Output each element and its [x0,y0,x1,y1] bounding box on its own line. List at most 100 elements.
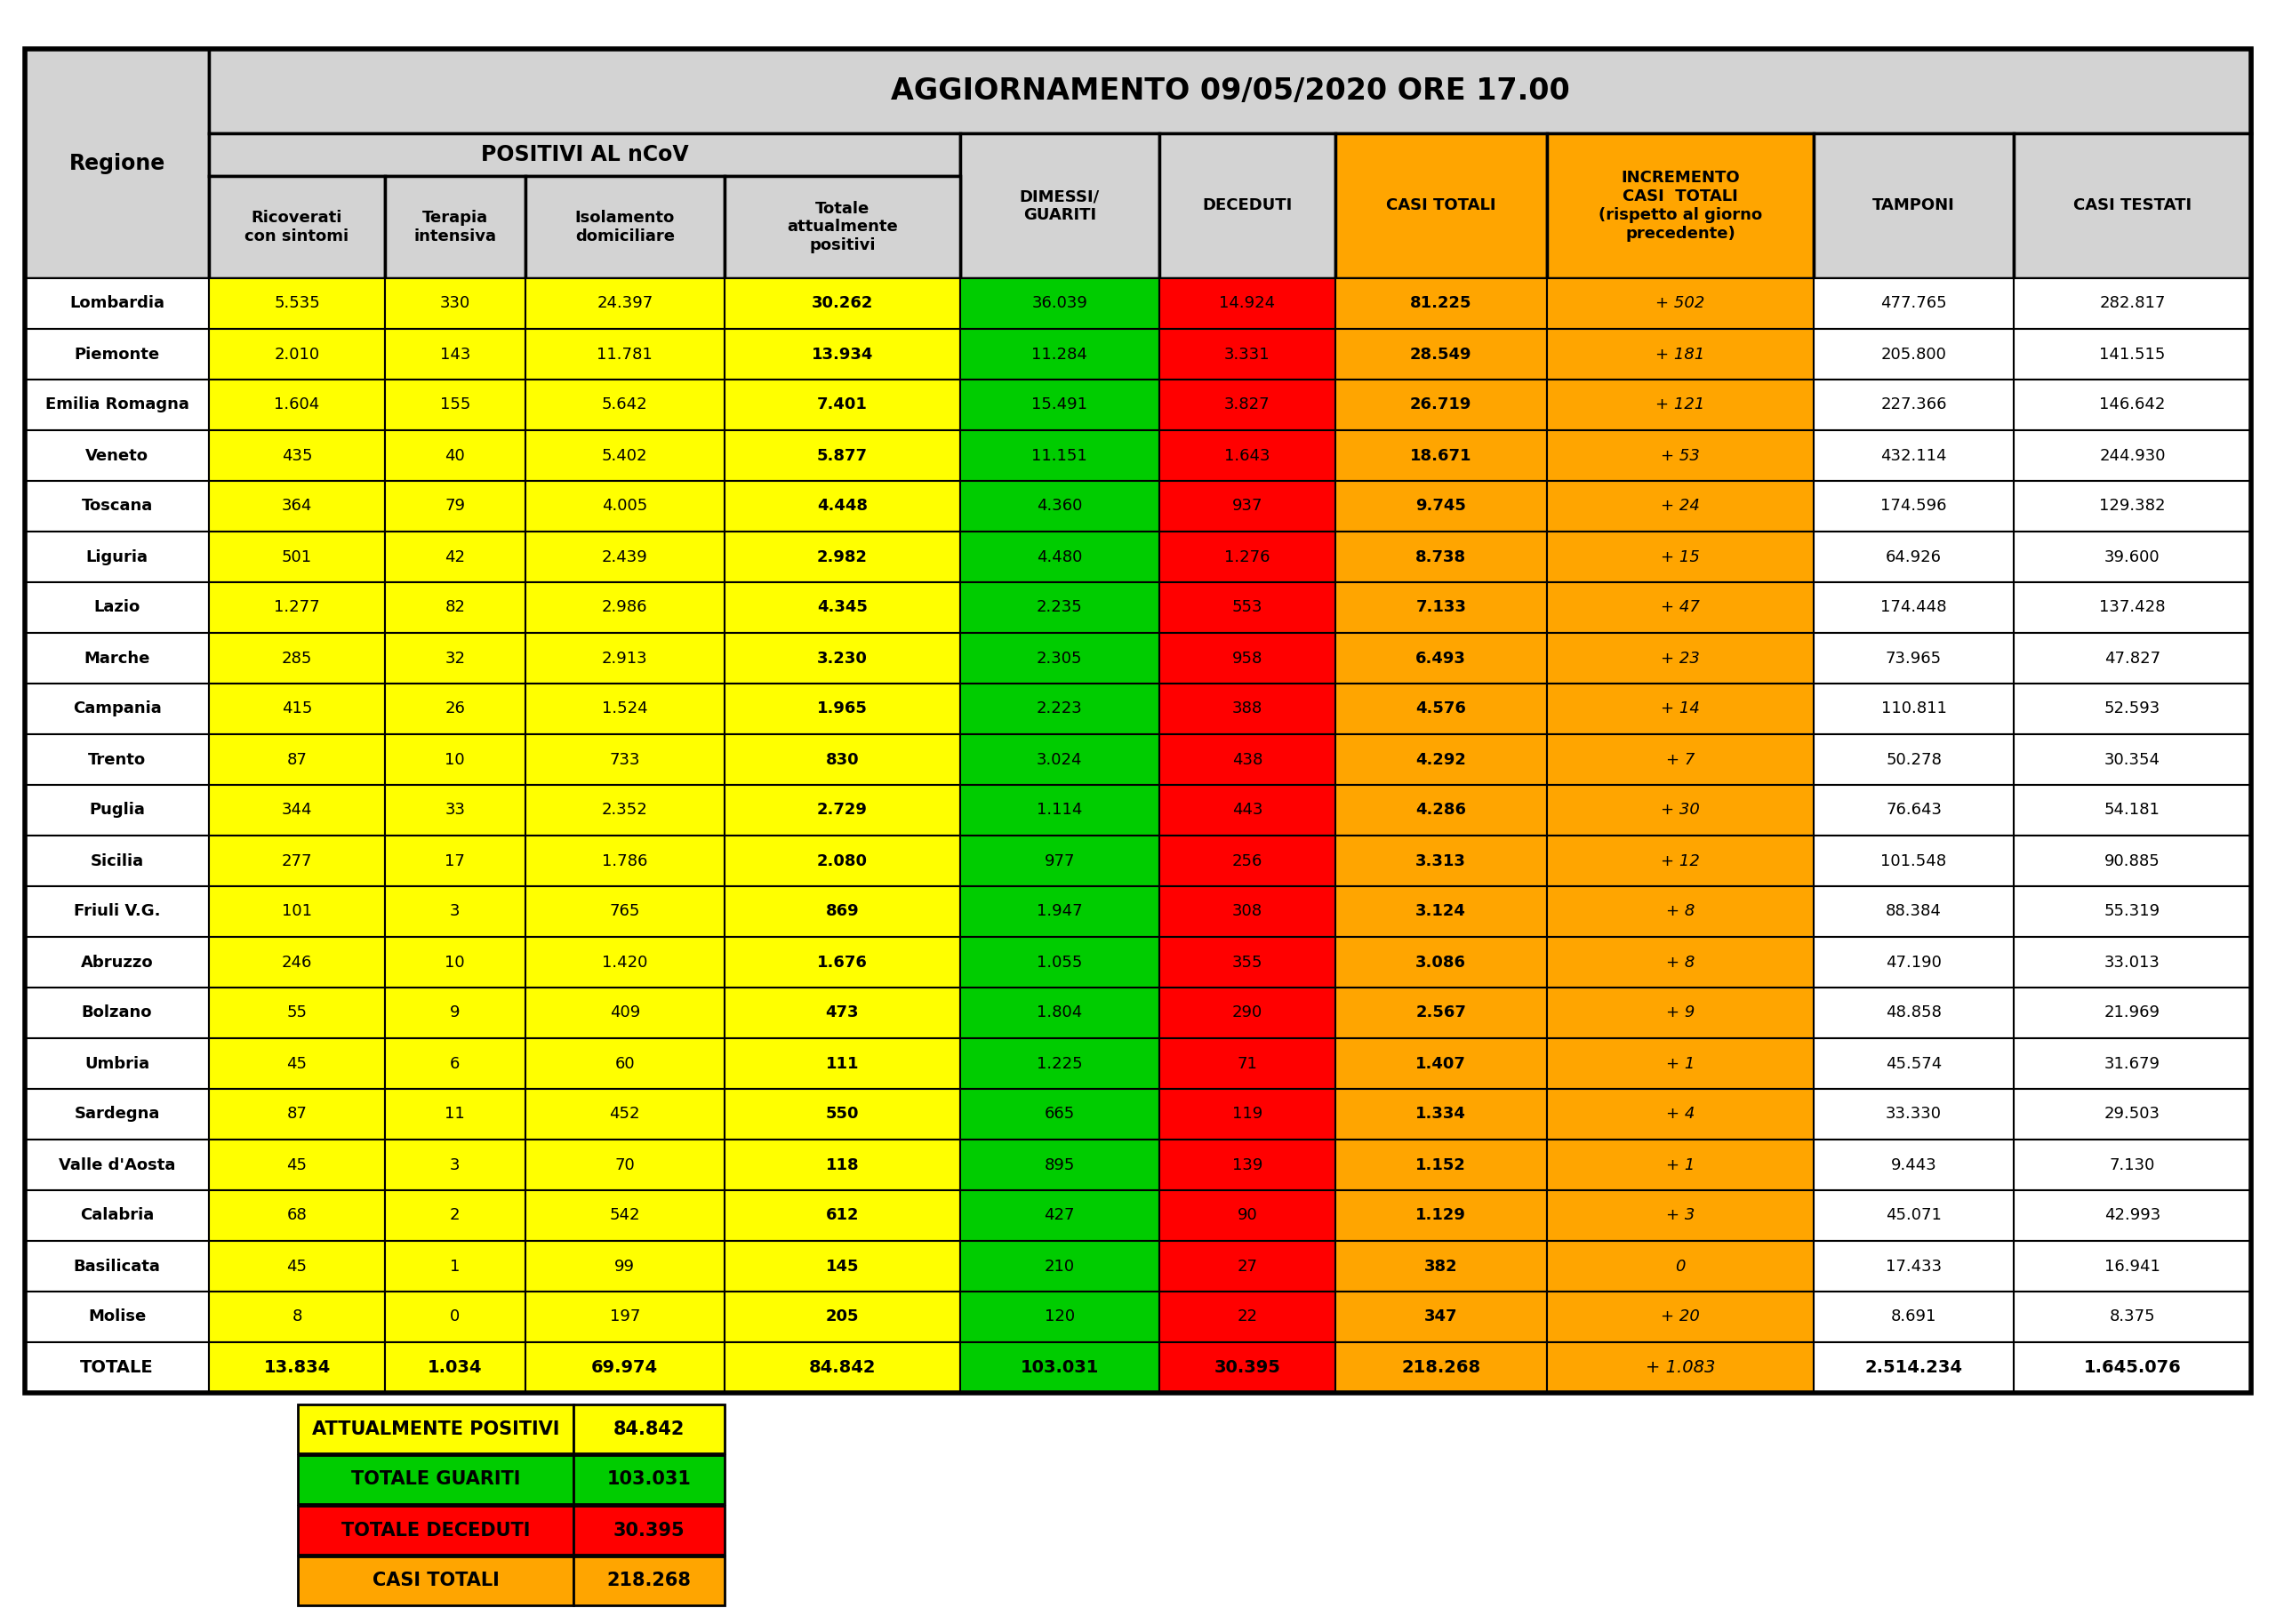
Bar [1548,784,1814,836]
Bar [526,380,724,430]
Bar [526,175,724,278]
Text: 1.129: 1.129 [1416,1208,1466,1223]
Text: 87: 87 [287,752,307,768]
Text: 1.277: 1.277 [273,599,321,615]
Bar [209,887,385,937]
Bar [526,278,724,330]
Text: 137.428: 137.428 [2098,599,2164,615]
Bar [209,330,385,380]
Text: 68: 68 [287,1208,307,1223]
Text: 6: 6 [451,1056,460,1072]
Text: 1.804: 1.804 [1038,1005,1083,1021]
Text: 1.643: 1.643 [1224,448,1270,463]
Text: 9.745: 9.745 [1416,499,1466,515]
Text: 11.284: 11.284 [1031,346,1088,362]
Text: 210: 210 [1045,1259,1074,1275]
Text: 277: 277 [282,853,312,869]
Text: 4.480: 4.480 [1038,549,1083,565]
Bar [2014,481,2251,531]
Bar [385,531,526,583]
Text: 143: 143 [439,346,471,362]
Bar [25,49,2251,1393]
Bar [1158,1341,1336,1393]
Text: 33: 33 [444,802,464,818]
Text: 1.407: 1.407 [1416,1056,1466,1072]
Text: 2.514.234: 2.514.234 [1864,1359,1962,1376]
Bar [526,330,724,380]
Text: 830: 830 [826,752,858,768]
Text: 1.604: 1.604 [273,396,319,412]
Bar [1336,1088,1548,1140]
Bar [209,633,385,684]
Text: 30.262: 30.262 [810,296,874,312]
Bar [2014,1088,2251,1140]
Bar [385,278,526,330]
Text: 84.842: 84.842 [808,1359,876,1376]
Bar [25,937,209,987]
Text: 45: 45 [287,1156,307,1173]
Text: 5.642: 5.642 [601,396,649,412]
Text: 146.642: 146.642 [2098,396,2164,412]
Text: 355: 355 [1231,955,1263,970]
Bar [209,1140,385,1190]
Text: 48.858: 48.858 [1887,1005,1941,1021]
Text: + 12: + 12 [1661,853,1700,869]
Text: 33.013: 33.013 [2105,955,2160,970]
Text: 22: 22 [1238,1309,1259,1325]
Bar [724,784,960,836]
Text: 90: 90 [1238,1208,1256,1223]
Text: 1.965: 1.965 [817,702,867,716]
Bar [1158,1291,1336,1341]
Bar [526,937,724,987]
Bar [385,633,526,684]
Bar [385,430,526,481]
Bar [1336,784,1548,836]
Text: TOTALE DECEDUTI: TOTALE DECEDUTI [341,1522,530,1540]
Bar [385,937,526,987]
Bar [960,887,1158,937]
Bar [209,531,385,583]
Bar [385,1038,526,1088]
Text: 2.729: 2.729 [817,802,867,818]
Text: 103.031: 103.031 [1020,1359,1099,1376]
Bar [960,784,1158,836]
Text: 4.286: 4.286 [1416,802,1466,818]
Text: Molise: Molise [89,1309,146,1325]
Text: 13.834: 13.834 [264,1359,330,1376]
Text: 2.913: 2.913 [601,650,649,666]
Text: 36.039: 36.039 [1031,296,1088,312]
Bar [724,887,960,937]
Text: DIMESSI/
GUARITI: DIMESSI/ GUARITI [1020,188,1099,222]
Bar [1336,836,1548,887]
Text: 45.071: 45.071 [1887,1208,1941,1223]
Bar [1158,1190,1336,1241]
Text: 15.491: 15.491 [1031,396,1088,412]
Text: 958: 958 [1231,650,1263,666]
Bar [2014,430,2251,481]
Bar [724,836,960,887]
Bar [724,531,960,583]
Text: 64.926: 64.926 [1887,549,1941,565]
Text: 1.334: 1.334 [1416,1106,1466,1122]
Bar [209,481,385,531]
Bar [298,1405,574,1453]
Bar [1814,836,2014,887]
Bar [526,836,724,887]
Bar [25,1190,209,1241]
Bar [1336,330,1548,380]
Text: 32: 32 [444,650,464,666]
Text: 197: 197 [610,1309,640,1325]
Bar [1158,1241,1336,1291]
Text: 218.268: 218.268 [1402,1359,1482,1376]
Text: 388: 388 [1231,702,1263,716]
Text: 27: 27 [1238,1259,1259,1275]
Bar [526,734,724,784]
Text: Basilicata: Basilicata [73,1259,162,1275]
Bar [2014,987,2251,1038]
Text: + 20: + 20 [1661,1309,1700,1325]
Text: CASI TESTATI: CASI TESTATI [2073,198,2192,214]
Text: 330: 330 [439,296,471,312]
Bar [25,583,209,633]
Bar [1548,836,1814,887]
Text: 101: 101 [282,903,312,919]
